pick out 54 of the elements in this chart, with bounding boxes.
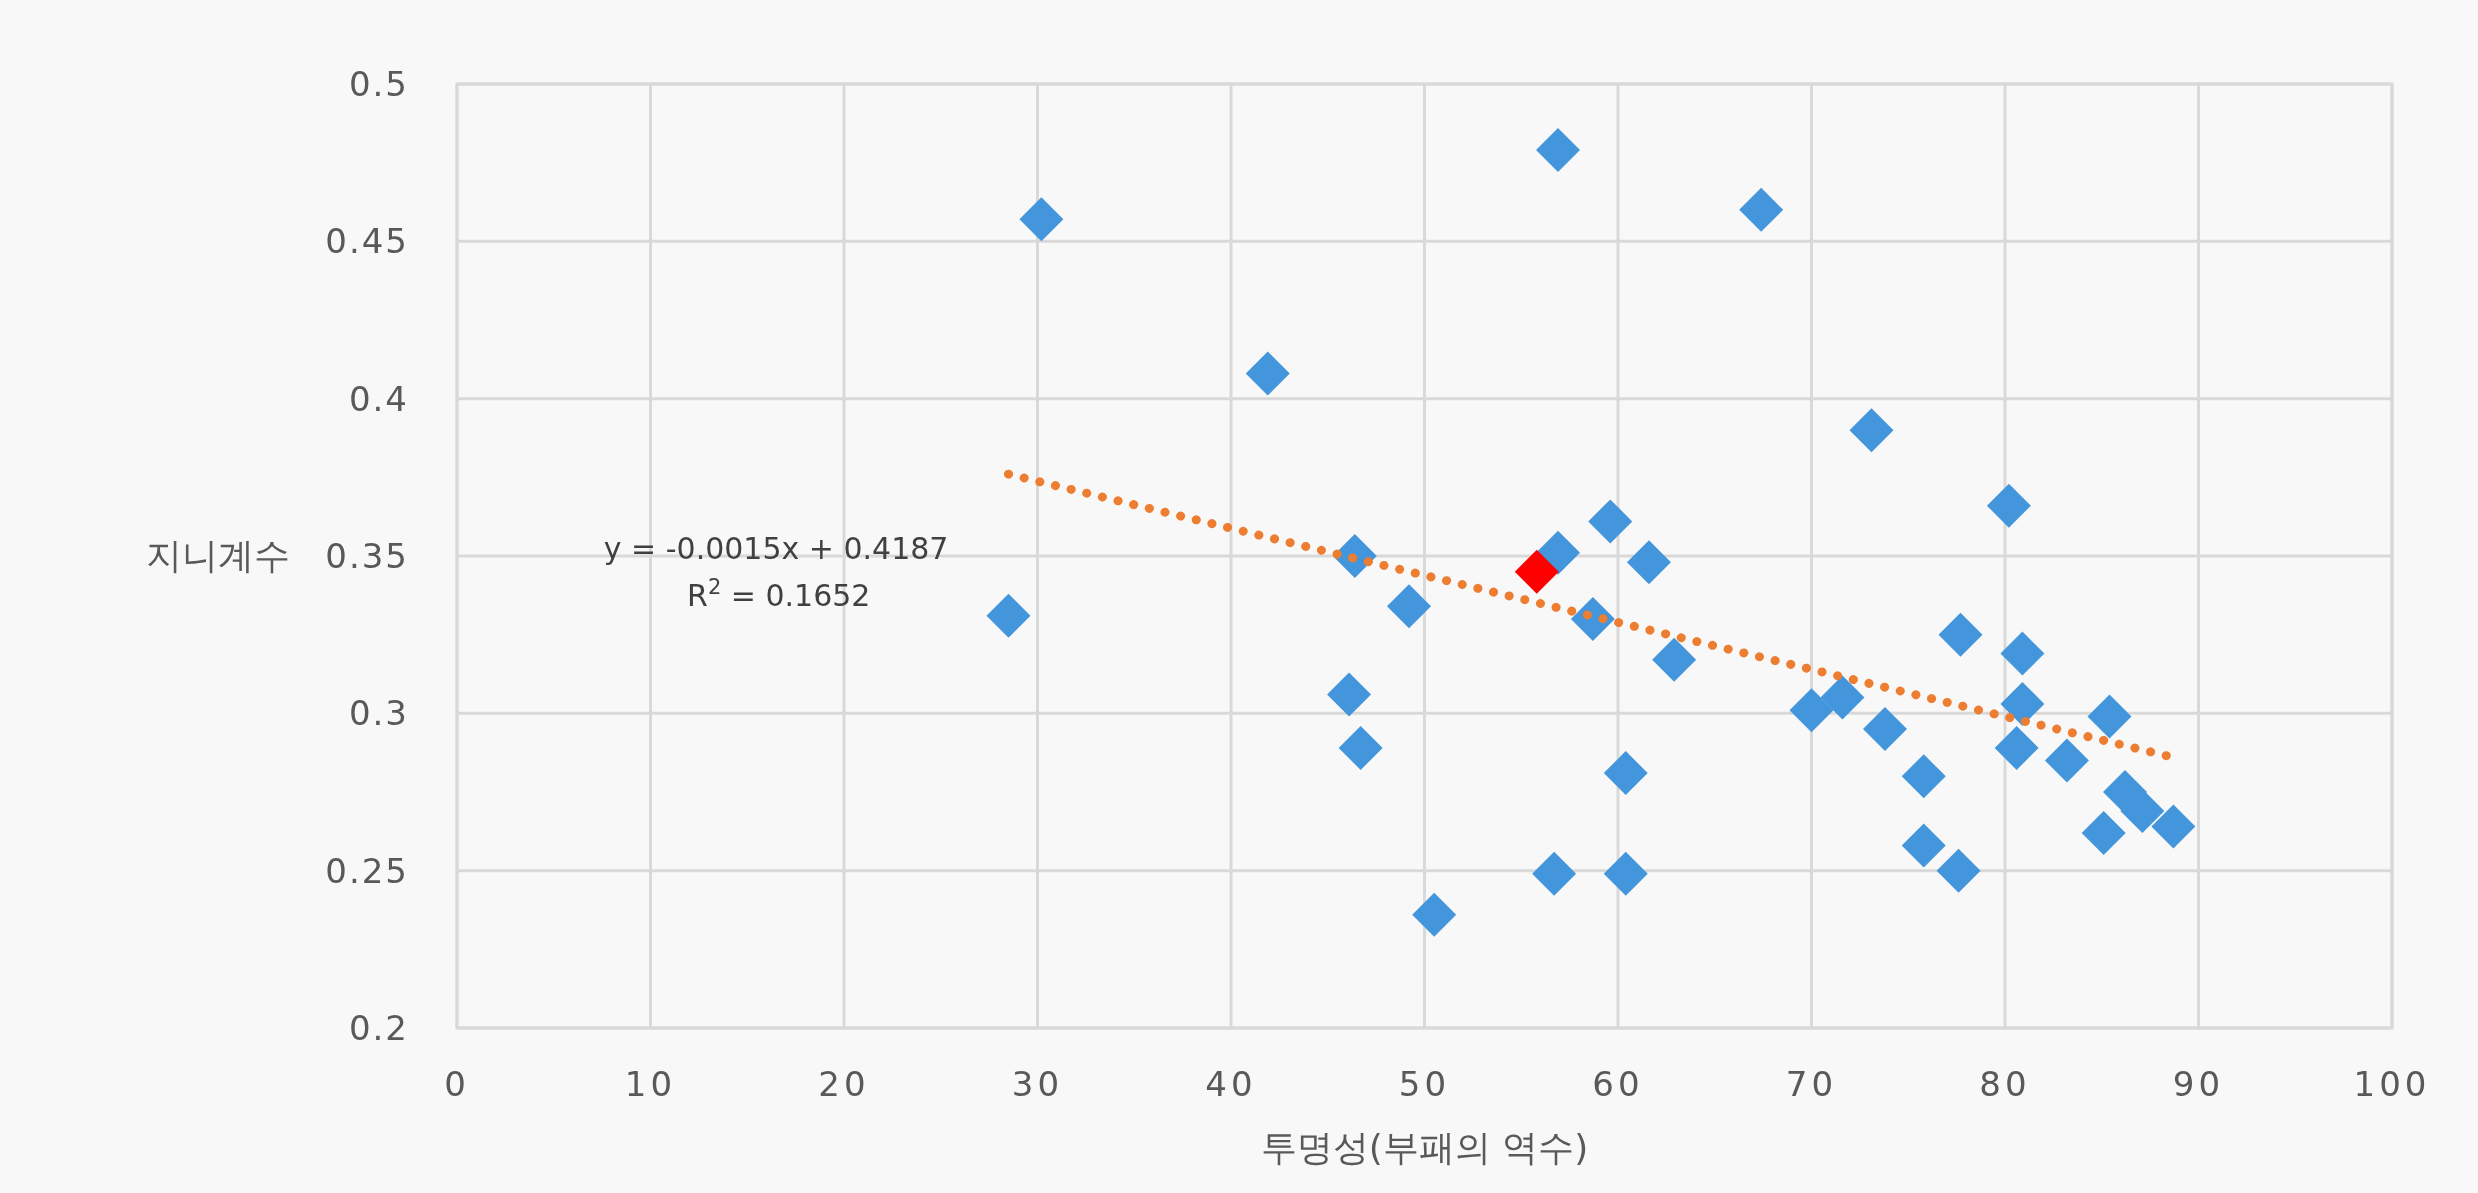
y-tick-label: 0.35 bbox=[325, 536, 409, 576]
x-tick-label: 90 bbox=[2172, 1064, 2225, 1104]
x-tick-label: 50 bbox=[1398, 1064, 1451, 1104]
point bbox=[1603, 851, 1648, 896]
point bbox=[1652, 637, 1697, 682]
point bbox=[2000, 681, 2045, 726]
x-tick-label: 0 bbox=[444, 1064, 470, 1104]
x-tick-label: 40 bbox=[1205, 1064, 1257, 1104]
x-tick-label: 30 bbox=[1011, 1064, 1064, 1104]
y-tick-label: 0.3 bbox=[348, 693, 409, 734]
y-axis-title: 지니계수 bbox=[146, 535, 290, 576]
x-tick-label: 80 bbox=[1979, 1064, 2031, 1104]
annotation: y = -0.0015x + 0.4187 bbox=[603, 531, 949, 567]
point bbox=[1588, 499, 1633, 544]
point bbox=[1901, 823, 1946, 868]
point bbox=[1901, 754, 1946, 799]
y-tick-label: 0.2 bbox=[348, 1008, 409, 1048]
point bbox=[2087, 694, 2132, 739]
x-axis-title: 투명성(부패의 역수) bbox=[1260, 1127, 1589, 1168]
point bbox=[1739, 187, 1784, 232]
point bbox=[1387, 584, 1432, 629]
point bbox=[1412, 892, 1457, 937]
point bbox=[1820, 675, 1865, 720]
point bbox=[2151, 804, 2196, 849]
point bbox=[1338, 725, 1383, 770]
point bbox=[1849, 408, 1894, 453]
point bbox=[1938, 612, 1983, 657]
point bbox=[1603, 751, 1648, 796]
y-tick-label: 0.4 bbox=[348, 378, 409, 419]
point bbox=[2044, 738, 2089, 783]
point bbox=[1536, 128, 1581, 173]
y-tick-label: 0.25 bbox=[325, 850, 409, 891]
point bbox=[1789, 688, 1834, 733]
point bbox=[986, 593, 1031, 638]
point bbox=[1936, 848, 1981, 893]
point bbox=[2081, 810, 2126, 855]
x-tick-label: 70 bbox=[1785, 1064, 1838, 1104]
point bbox=[1986, 483, 2031, 528]
annotation: R$^{2}$ = 0.1652 bbox=[687, 575, 871, 614]
point bbox=[1626, 540, 1671, 585]
point bbox=[1514, 549, 1559, 594]
x-tick-label: 10 bbox=[624, 1064, 677, 1104]
y-tick-label: 0.5 bbox=[348, 64, 409, 104]
point bbox=[1532, 851, 1577, 896]
y-tick-label: 0.45 bbox=[325, 221, 409, 262]
point bbox=[1245, 351, 1290, 396]
x-tick-label: 100 bbox=[2353, 1064, 2431, 1104]
point bbox=[1863, 707, 1908, 752]
x-tick-label: 60 bbox=[1592, 1064, 1644, 1104]
point bbox=[1994, 725, 2039, 770]
x-tick-label: 20 bbox=[818, 1064, 870, 1104]
point bbox=[1019, 197, 1064, 242]
point bbox=[2000, 631, 2045, 676]
point bbox=[1327, 672, 1372, 717]
